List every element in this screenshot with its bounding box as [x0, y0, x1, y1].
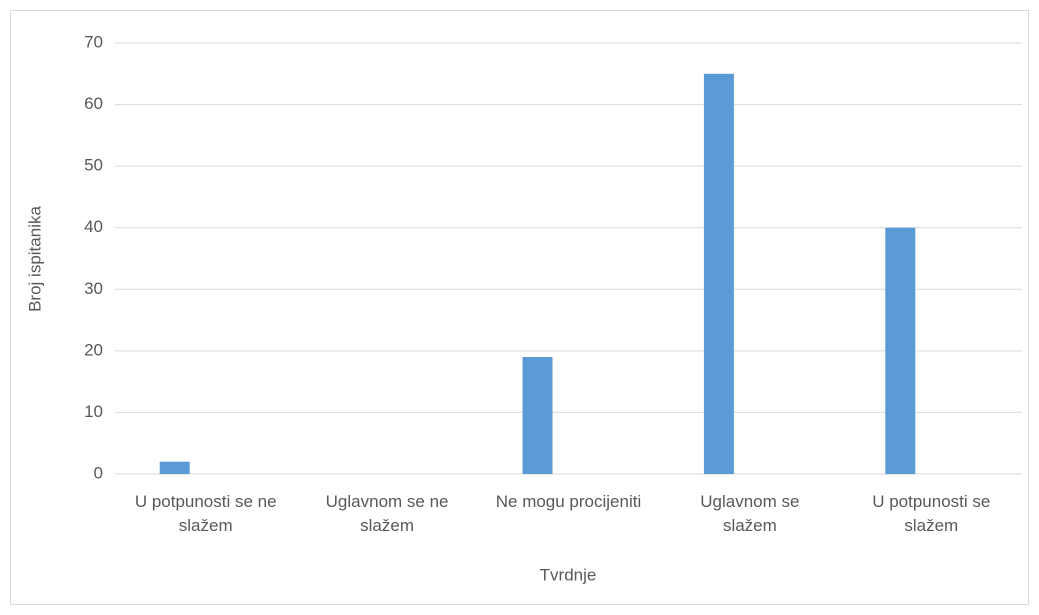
y-axis-title: Broj ispitanika — [25, 206, 44, 312]
x-tick-label: Uglavnom se ne slažem — [325, 492, 449, 535]
y-tick-label: 30 — [84, 279, 103, 298]
x-tick-label-box: Uglavnom se ne slažem — [325, 492, 449, 535]
x-tick-label: U potpunosti se slažem — [872, 492, 991, 535]
x-tick-label: Uglavnom se slažem — [700, 492, 800, 535]
y-tick-label: 0 — [94, 463, 103, 482]
y-tick-label: 20 — [84, 340, 103, 359]
y-tick-label: 40 — [84, 217, 103, 236]
bar — [522, 357, 553, 474]
bar — [885, 227, 916, 474]
y-tick-label: 60 — [84, 94, 103, 113]
bar — [159, 461, 190, 474]
x-tick-label-box: Uglavnom se slažem — [700, 492, 800, 535]
x-tick-label-box: U potpunosti se ne slažem — [134, 492, 277, 535]
x-tick-label: U potpunosti se ne slažem — [134, 492, 277, 535]
y-tick-label: 70 — [84, 32, 103, 51]
x-tick-label-box: Ne mogu procijeniti — [495, 492, 642, 511]
y-tick-label: 10 — [84, 402, 103, 421]
y-tick-label: 50 — [84, 156, 103, 175]
x-axis-title: Tvrdnje — [540, 565, 597, 584]
x-tick-label-box: U potpunosti se slažem — [872, 492, 991, 535]
bar — [703, 73, 734, 475]
x-tick-label: Ne mogu procijeniti — [495, 492, 642, 511]
chart-border — [10, 10, 1029, 605]
